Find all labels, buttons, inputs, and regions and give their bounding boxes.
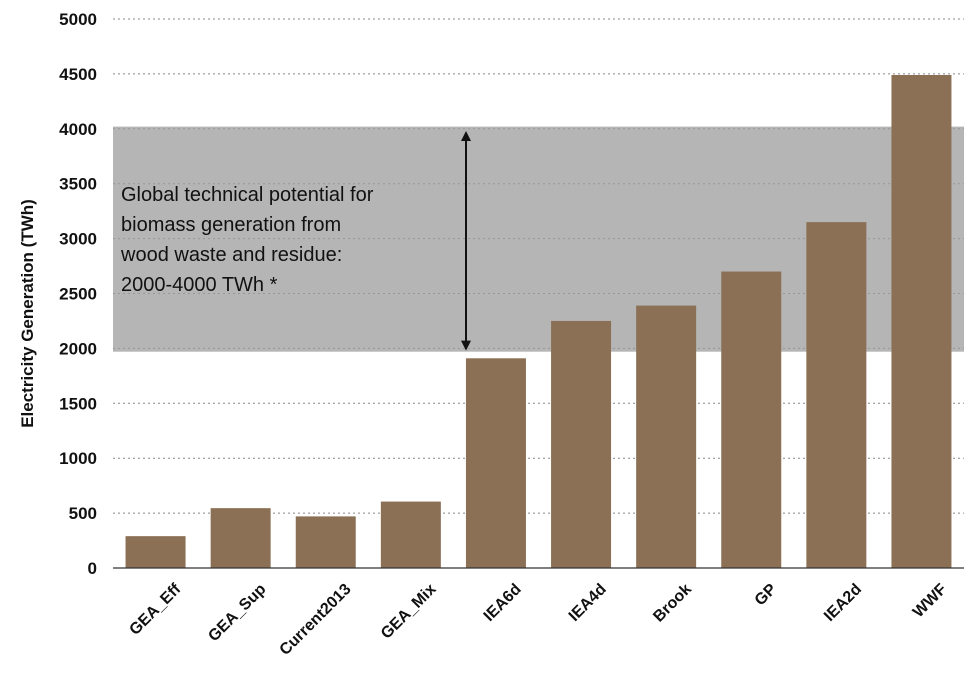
bar <box>806 222 867 568</box>
bar <box>380 501 441 568</box>
x-tick-label: GEA_Eff <box>126 580 184 638</box>
x-tick-label: WWF <box>910 581 950 621</box>
y-tick-label: 500 <box>69 504 97 523</box>
y-tick-label: 2500 <box>59 285 97 304</box>
annotation-text: biomass generation from <box>121 214 341 236</box>
y-tick-label: 4000 <box>59 120 97 139</box>
y-tick-label: 3000 <box>59 230 97 249</box>
bar <box>210 508 271 568</box>
annotation-text: Global technical potential for <box>121 184 374 206</box>
bar <box>551 320 612 568</box>
x-tick-label: IEA2d <box>821 581 865 625</box>
arrow-head-down <box>461 340 471 351</box>
y-tick-label: 0 <box>88 559 97 578</box>
y-axis-label: Electricity Generation (TWh) <box>18 199 37 428</box>
bar <box>465 358 526 568</box>
bar <box>125 536 186 568</box>
x-tick-label: Current2013 <box>277 581 355 659</box>
bar <box>891 74 952 569</box>
y-tick-label: 1000 <box>59 449 97 468</box>
bar <box>295 516 356 568</box>
x-tick-label: GP <box>752 581 781 610</box>
annotation-text: 2000-4000 TWh * <box>121 274 278 296</box>
annotation: Global technical potential for biomass ge… <box>120 130 471 351</box>
x-tick-label: IEA6d <box>481 581 525 625</box>
y-tick-label: 2000 <box>59 339 97 358</box>
arrow-head-up <box>461 130 471 141</box>
x-tick-label: Brook <box>650 581 695 626</box>
annotation-text: wood waste and residue: <box>120 244 342 266</box>
y-tick-label: 3500 <box>59 175 97 194</box>
x-tick-label: IEA4d <box>566 581 610 625</box>
bar <box>721 271 782 568</box>
y-tick-label: 1500 <box>59 394 97 413</box>
bar <box>636 305 697 568</box>
x-tick-label: GEA_Sup <box>205 581 269 645</box>
x-tick-label: GEA_Mix <box>378 581 440 643</box>
y-tick-label: 4500 <box>59 65 97 84</box>
y-tick-label: 5000 <box>59 10 97 29</box>
bars <box>125 74 952 569</box>
